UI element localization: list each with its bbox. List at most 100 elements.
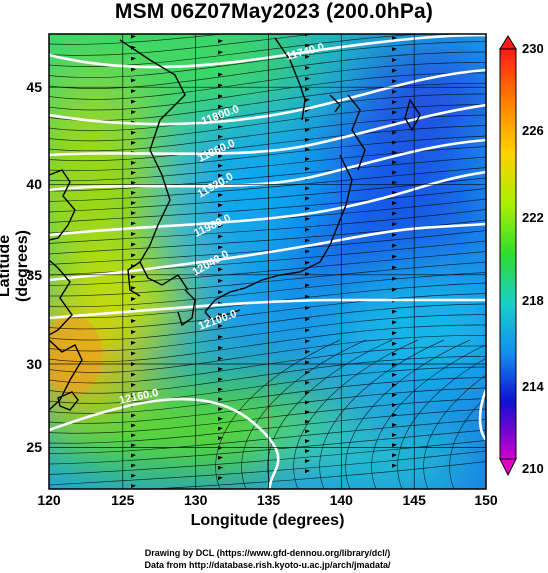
- wind-arrow: [131, 319, 136, 324]
- wind-arrow: [392, 14, 397, 18]
- wind-arrow: [131, 160, 136, 165]
- wind-arrow: [305, 147, 310, 152]
- y-tick-label: 30: [26, 356, 42, 372]
- streamline: [49, 209, 486, 244]
- wind-arrow: [392, 140, 397, 145]
- wind-arrow: [305, 118, 310, 123]
- wind-arrow: [131, 211, 136, 216]
- wind-arrow: [218, 377, 223, 382]
- wind-arrow: [392, 352, 397, 357]
- colorbar-label: 230: [522, 41, 544, 56]
- wind-arrow: [392, 222, 397, 227]
- wind-arrow: [131, 443, 136, 448]
- wind-arrow: [218, 387, 223, 392]
- wind-arrow: [218, 193, 223, 198]
- wind-arrow: [392, 68, 397, 73]
- wind-arrow: [131, 34, 136, 39]
- streamline: [49, 324, 486, 363]
- wind-arrow: [392, 443, 397, 448]
- x-tick-label: 130: [184, 492, 208, 508]
- wind-arrow: [305, 76, 310, 81]
- wind-arrow: [305, 65, 310, 70]
- wind-arrow: [305, 449, 310, 454]
- wind-arrow: [305, 217, 310, 222]
- wind-arrow: [305, 370, 310, 375]
- colorbar-gradient: [499, 48, 517, 460]
- map-title: MSM 06Z07May2023 (200.0hPa): [114, 0, 434, 23]
- streamline: [293, 339, 419, 489]
- wind-arrow: [392, 47, 397, 52]
- x-tick-label: 125: [111, 492, 135, 508]
- streamline: [49, 34, 318, 56]
- wind-arrow: [131, 463, 136, 468]
- streamline: [49, 272, 486, 308]
- wind-arrow: [218, 144, 223, 149]
- wind-arrow: [305, 238, 310, 243]
- wind-arrow: [218, 346, 223, 351]
- wind-arrow: [305, 283, 310, 288]
- grid-lines: [49, 34, 486, 489]
- colorbar-label: 222: [522, 210, 544, 225]
- y-tick-label: 45: [26, 79, 42, 95]
- streamline: [49, 335, 486, 373]
- wind-arrow: [218, 83, 223, 88]
- wind-arrow: [131, 433, 136, 438]
- wind-arrow: [305, 128, 310, 133]
- wind-arrow: [218, 290, 223, 295]
- wind-arrow: [305, 186, 310, 191]
- wind-arrow: [392, 393, 397, 398]
- wind-arrow: [218, 312, 223, 317]
- wind-arrow: [131, 201, 136, 206]
- wind-arrow: [305, 97, 310, 102]
- wind-arrow: [218, 173, 223, 178]
- streamline: [49, 429, 486, 465]
- wind-arrow: [218, 476, 223, 481]
- streamline: [49, 62, 486, 100]
- wind-arrow: [392, 309, 397, 314]
- wind-arrow: [131, 190, 136, 195]
- wind-arrow: [392, 58, 397, 63]
- wind-arrow: [392, 130, 397, 135]
- wind-arrow: [218, 28, 223, 32]
- streamline: [49, 104, 486, 142]
- streamline: [49, 41, 486, 78]
- streamline: [49, 230, 486, 265]
- streamline: [241, 339, 367, 489]
- wind-arrow: [305, 419, 310, 424]
- wind-arrow: [131, 372, 136, 377]
- x-tick-label: 120: [37, 492, 61, 508]
- wind-arrow: [392, 254, 397, 259]
- wind-arrow: [305, 196, 310, 201]
- wind-arrow: [218, 164, 223, 169]
- wind-arrow: [131, 130, 136, 135]
- wind-arrow: [131, 67, 136, 72]
- wind-arrow: [131, 221, 136, 226]
- wind-arrow: [131, 423, 136, 428]
- colorbar-bottom-triangle: [499, 458, 517, 477]
- streamline: [49, 366, 486, 404]
- wind-arrow: [392, 211, 397, 216]
- wind-arrow: [392, 413, 397, 418]
- x-axis-label: Longitude (degrees): [190, 512, 345, 529]
- wind-arrow: [131, 473, 136, 478]
- wind-arrow: [218, 335, 223, 340]
- wind-arrow: [131, 140, 136, 145]
- wind-arrow: [218, 465, 223, 470]
- y-tick-label: 35: [26, 267, 42, 283]
- streamline: [49, 177, 486, 213]
- streamline: [49, 188, 486, 223]
- colorbar-label: 218: [522, 293, 544, 308]
- wind-arrow: [392, 110, 397, 115]
- wind-arrow: [305, 328, 310, 333]
- wind-arrow: [305, 360, 310, 365]
- wind-arrow: [305, 339, 310, 344]
- x-tick-labels: 120 125 130 135 140 145 150: [37, 492, 498, 508]
- wind-arrow: [305, 249, 310, 254]
- y-tick-label: 25: [26, 439, 42, 455]
- wind-arrow: [305, 166, 310, 171]
- streamline: [49, 356, 486, 394]
- wind-arrow: [131, 89, 136, 94]
- wind-arrow: [392, 423, 397, 428]
- streamline: [49, 282, 486, 319]
